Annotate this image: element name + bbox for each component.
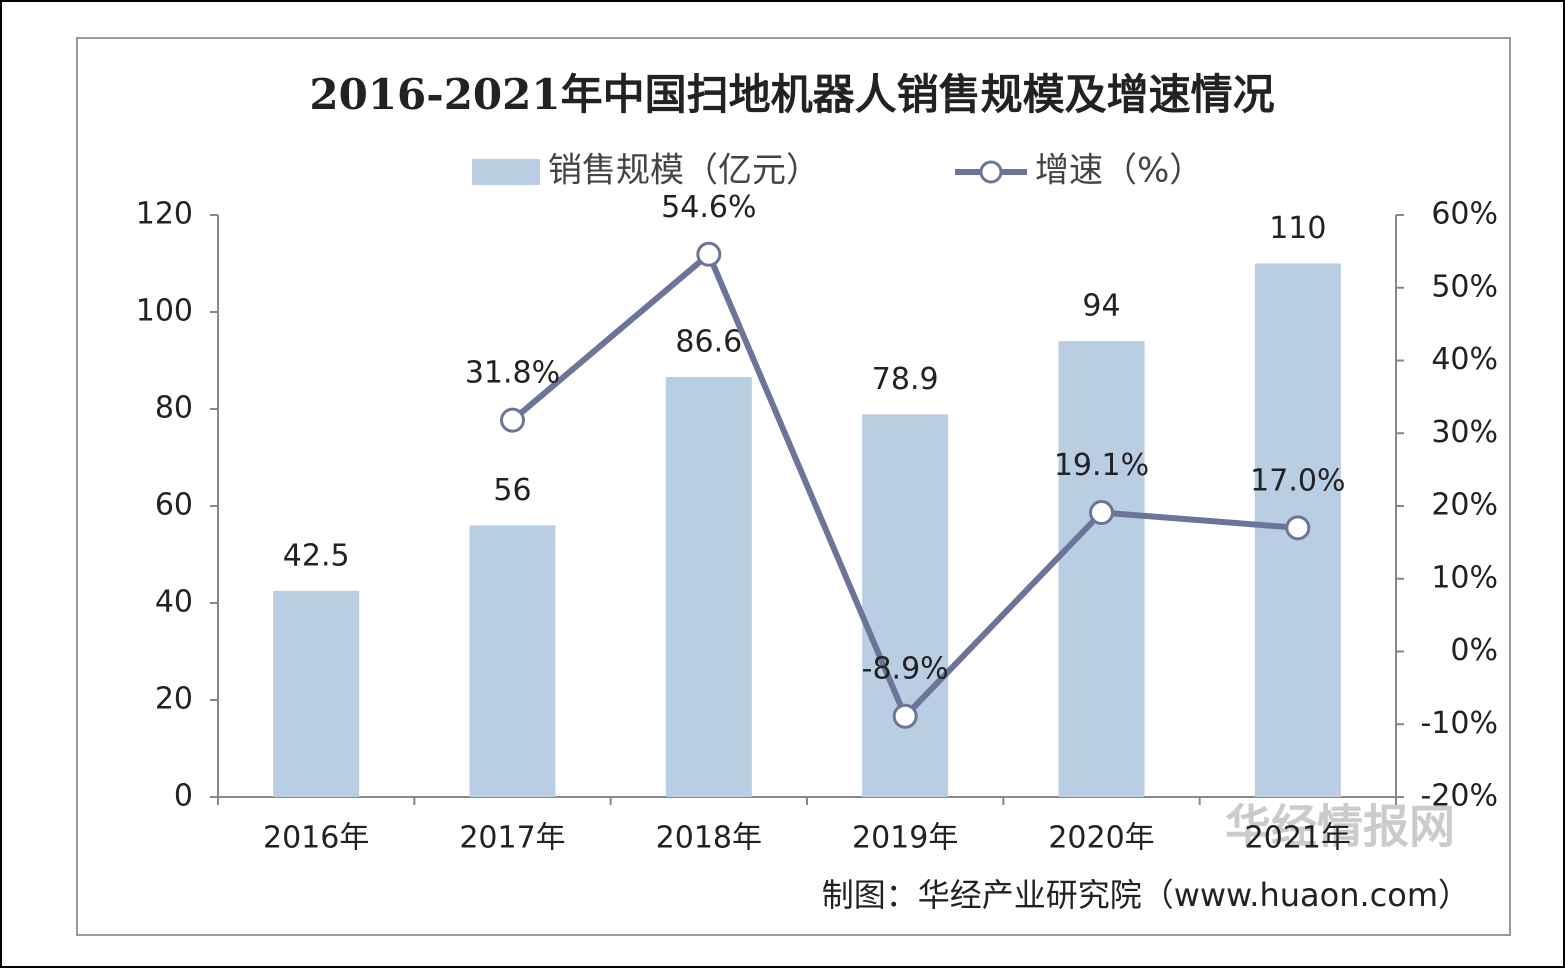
bar [273,590,360,797]
source-note: 制图：华经产业研究院（www.huaon.com） [822,876,1470,914]
y-tick-label: 20 [155,682,193,717]
y2-tick-label: 50% [1431,269,1498,304]
bar-value-label: 110 [1269,211,1326,246]
bar [469,525,556,797]
bar [665,376,752,797]
line-marker [500,407,525,433]
bar-value-label: 42.5 [283,538,350,573]
x-tick-label: 2018年 [656,821,762,856]
legend-label: 销售规模（亿元） [548,151,820,191]
legend-label: 增速（%） [1035,151,1203,191]
x-tick-label: 2017年 [459,821,565,856]
x-tick-label: 2016年 [263,821,369,856]
y-tick-label: 40 [155,585,193,620]
y2-tick-label: 0% [1450,633,1498,668]
y2-tick-label: 20% [1431,488,1498,523]
line-marker [1089,500,1114,526]
x-tick-label: 2019年 [852,821,958,856]
y2-tick-label: -20% [1420,779,1498,814]
y2-tick-label: 30% [1431,415,1498,450]
y-tick-label: 100 [136,294,193,329]
bar-value-label: 86.6 [675,324,742,359]
line-value-label: -8.9% [862,652,949,687]
bar [1058,341,1145,797]
line-marker [892,703,918,729]
line-marker [1285,515,1311,541]
y2-tick-label: 60% [1431,197,1498,232]
legend-swatch [472,159,540,185]
y-tick-label: 60 [155,488,193,523]
bar-value-label: 94 [1082,289,1120,324]
bar-value-label: 56 [493,473,531,508]
line-value-label: 19.1% [1054,448,1149,483]
bar [862,414,949,797]
bar-value-label: 78.9 [872,362,939,397]
line-value-label: 17.0% [1250,463,1345,498]
x-tick-label: 2020年 [1048,821,1154,856]
y-tick-label: 80 [155,391,193,426]
line-value-label: 54.6% [661,190,756,225]
watermark: 华经情报网 [1225,800,1455,854]
y2-tick-label: 10% [1431,560,1498,595]
line-value-label: 31.8% [465,356,560,391]
y-tick-label: 120 [136,197,193,232]
line-marker [696,241,722,267]
y2-tick-label: -10% [1420,706,1498,741]
y-tick-label: 0 [174,779,193,814]
y2-tick-label: 40% [1431,342,1498,377]
legend-marker [979,160,1003,184]
chart-title: 2016-2021年中国扫地机器人销售规模及增速情况 [309,70,1274,119]
x-tick-label: 2021年 [1245,821,1351,856]
